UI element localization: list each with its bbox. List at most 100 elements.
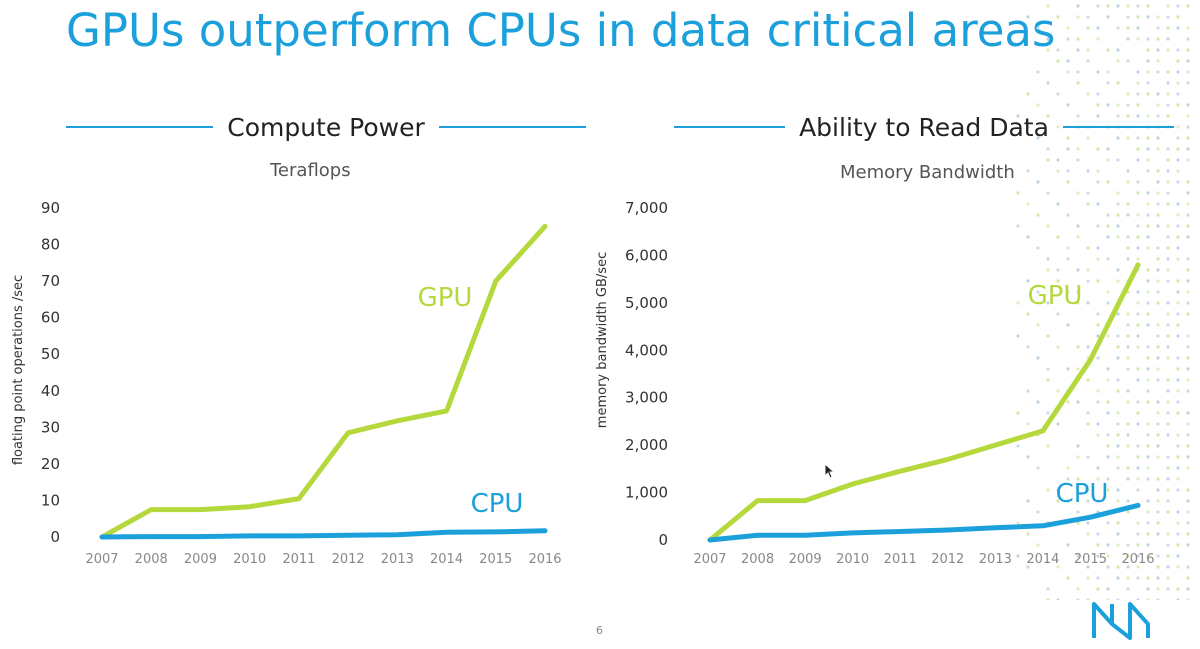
decorative-dot	[1036, 356, 1040, 360]
decorative-dot	[1146, 543, 1150, 547]
decorative-dot	[1156, 92, 1160, 96]
decorative-dot	[1086, 26, 1090, 30]
decorative-dot	[1116, 114, 1120, 118]
decorative-dot	[1116, 499, 1120, 503]
decorative-dot	[1186, 136, 1190, 140]
decorative-dot	[1076, 191, 1080, 195]
decorative-dot	[1136, 257, 1140, 261]
decorative-dot	[1076, 235, 1080, 239]
decorative-dot	[1166, 532, 1170, 536]
decorative-dot	[1136, 488, 1140, 492]
decorative-dot	[1166, 92, 1170, 96]
decorative-dot	[1176, 323, 1180, 327]
decorative-dot	[1116, 26, 1120, 30]
decorative-dot	[1176, 598, 1180, 600]
decorative-dot	[1116, 356, 1120, 360]
decorative-dot	[1156, 367, 1160, 371]
decorative-dot-pattern	[1016, 4, 1190, 600]
decorative-dot	[1136, 323, 1140, 327]
decorative-dot	[1096, 323, 1100, 327]
decorative-dot	[1116, 235, 1120, 239]
decorative-dot	[1166, 455, 1170, 459]
decorative-dot	[1166, 389, 1170, 393]
decorative-dot	[1106, 257, 1110, 261]
x-tick-label: 2007	[693, 552, 726, 567]
decorative-dot	[1066, 180, 1070, 184]
decorative-dot	[1106, 444, 1110, 448]
decorative-dot	[1116, 59, 1120, 63]
x-tick-label: 2011	[282, 552, 315, 567]
decorative-dot	[1136, 26, 1140, 30]
decorative-dot	[1176, 521, 1180, 525]
decorative-dot	[1146, 37, 1150, 41]
decorative-dot	[1156, 268, 1160, 272]
decorative-dot	[1146, 312, 1150, 316]
decorative-dot	[1136, 598, 1140, 600]
decorative-dot	[1176, 257, 1180, 261]
y-tick-label: 2,000	[625, 436, 668, 454]
decorative-dot	[1136, 367, 1140, 371]
heading-rule-left	[674, 126, 786, 128]
decorative-dot	[1176, 147, 1180, 151]
decorative-dot	[1106, 411, 1110, 415]
decorative-dot	[1176, 169, 1180, 173]
decorative-dot	[1116, 279, 1120, 283]
decorative-dot	[1066, 543, 1070, 547]
decorative-dot	[1106, 587, 1110, 591]
decorative-dot	[1146, 246, 1150, 250]
decorative-dot	[1146, 598, 1150, 600]
decorative-dot	[1176, 15, 1180, 19]
y-tick-label: 80	[41, 236, 60, 254]
decorative-dot	[1156, 279, 1160, 283]
decorative-dot	[1146, 235, 1150, 239]
x-tick-label: 2014	[1026, 552, 1059, 567]
decorative-dot	[1186, 114, 1190, 118]
y-tick-label: 7,000	[625, 199, 668, 217]
decorative-dot	[1116, 48, 1120, 52]
decorative-dot	[1186, 510, 1190, 514]
decorative-dot	[1136, 213, 1140, 217]
decorative-dot	[1116, 103, 1120, 107]
decorative-dot	[1106, 235, 1110, 239]
decorative-dot	[1046, 334, 1050, 338]
y-tick-label: 60	[41, 309, 60, 327]
decorative-dot	[1116, 268, 1120, 272]
decorative-dot	[1016, 114, 1020, 118]
decorative-dot	[1136, 158, 1140, 162]
decorative-dot	[1036, 180, 1040, 184]
decorative-dot	[1136, 301, 1140, 305]
y-tick-label: 70	[41, 272, 60, 290]
decorative-dot	[1096, 202, 1100, 206]
decorative-dot	[1106, 213, 1110, 217]
decorative-dot	[1186, 279, 1190, 283]
decorative-dot	[1156, 345, 1160, 349]
decorative-dot	[1106, 400, 1110, 404]
decorative-dot	[1126, 103, 1130, 107]
decorative-dot	[1166, 279, 1170, 283]
decorative-dot	[1026, 312, 1030, 316]
decorative-dot	[1166, 378, 1170, 382]
decorative-dot	[1036, 103, 1040, 107]
decorative-dot	[1126, 257, 1130, 261]
decorative-dot	[1156, 554, 1160, 558]
decorative-dot	[1046, 587, 1050, 591]
decorative-dot	[1126, 59, 1130, 63]
decorative-dot	[1016, 224, 1020, 228]
decorative-dot	[1176, 466, 1180, 470]
series-label-cpu: CPU	[1056, 479, 1109, 509]
decorative-dot	[1106, 290, 1110, 294]
heading-rule-right	[438, 126, 587, 128]
decorative-dot	[1096, 103, 1100, 107]
x-tick-label: 2009	[789, 552, 822, 567]
decorative-dot	[1166, 257, 1170, 261]
decorative-dot	[1136, 334, 1140, 338]
teraflops-subtitle: Teraflops	[270, 160, 351, 181]
decorative-dot	[1186, 455, 1190, 459]
decorative-dot	[1096, 312, 1100, 316]
decorative-dot	[1146, 455, 1150, 459]
decorative-dot	[1136, 147, 1140, 151]
decorative-dot	[1076, 521, 1080, 525]
decorative-dot	[1076, 37, 1080, 41]
decorative-dot	[1156, 202, 1160, 206]
decorative-dot	[1036, 466, 1040, 470]
